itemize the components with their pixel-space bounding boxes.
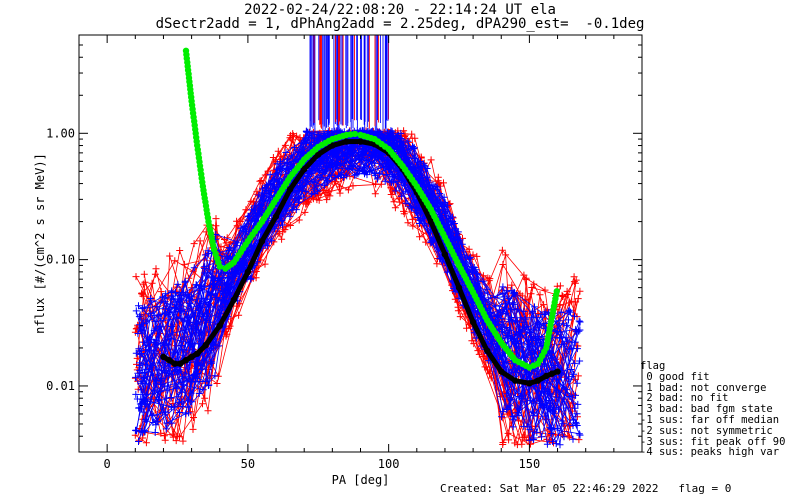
x-tick-label: 150: [519, 457, 541, 471]
legend-item: 0 good fit: [640, 370, 710, 383]
chart-subtitle: dSectr2add = 1, dPhAng2add = 2.25deg, dP…: [155, 16, 645, 32]
legend-item: -1 sus: far off median: [640, 413, 780, 426]
legend-item: -2 sus: not symmetric: [640, 424, 773, 437]
x-axis-label: PA [deg]: [332, 473, 390, 487]
chart-title: 2022-02-24/22:08:20 - 22:14:24 UT ela: [244, 2, 556, 18]
y-tick-label: 0.01: [46, 379, 75, 393]
x-tick-label: 50: [241, 457, 255, 471]
y-tick-label: 0.10: [46, 253, 75, 267]
footer: Created: Sat Mar 05 22:46:29 2022 flag =…: [440, 482, 731, 495]
median-curve: [160, 138, 561, 387]
created-timestamp: Created: Sat Mar 05 22:46:29 2022: [440, 482, 659, 495]
y-tick-label: 1.00: [46, 126, 75, 140]
y-axis-label: nflux [#/(cm^2 s sr MeV)]: [33, 153, 47, 334]
legend-title: flag: [640, 360, 666, 372]
legend-item: -4 sus: peaks high var: [640, 446, 780, 459]
legend-item: -3 sus: fit peak off 90: [640, 435, 786, 448]
flag-value: flag = 0: [678, 482, 732, 495]
legend-item: 3 bad: bad fgm state: [640, 403, 773, 416]
x-tick-label: 0: [104, 457, 111, 471]
x-tick-label: 100: [378, 457, 400, 471]
flag-legend: flag 0 good fit 1 bad: not converge 2 ba…: [640, 361, 785, 458]
fit-curve: [182, 47, 560, 371]
legend-item: 1 bad: not converge: [640, 381, 767, 394]
off-scale-spikes: [309, 35, 389, 131]
legend-item: 2 bad: no fit: [640, 392, 729, 405]
